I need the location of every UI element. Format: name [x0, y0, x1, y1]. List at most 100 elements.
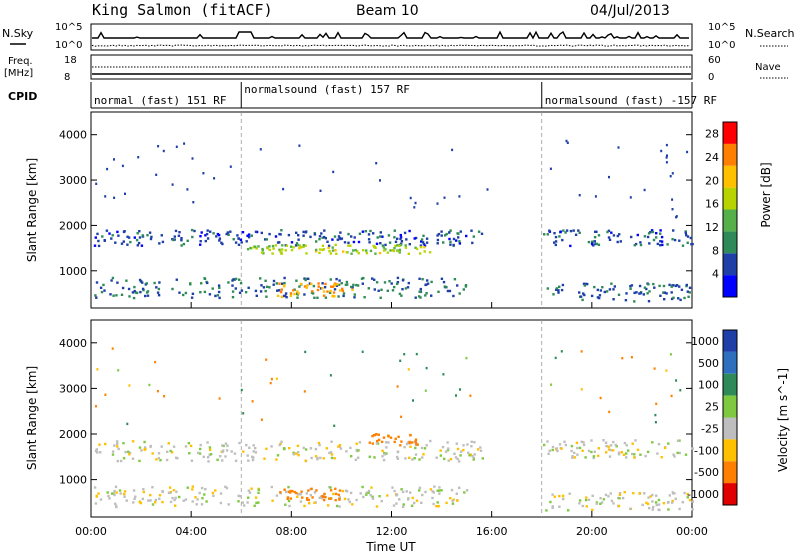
- nsearch-tick-top: 10^5: [708, 22, 735, 33]
- power-colorbar-tick: 24: [705, 151, 719, 164]
- scatter-cell: [396, 237, 399, 240]
- scatter-cell: [157, 294, 161, 297]
- scatter-cell: [237, 243, 241, 246]
- scatter-cell: [204, 234, 207, 237]
- scatter-cell: [417, 295, 421, 298]
- scatter-cell: [245, 240, 248, 243]
- scatter-cell: [376, 439, 379, 443]
- scatter-cell: [161, 240, 165, 244]
- scatter-cell: [218, 296, 221, 300]
- scatter-cell: [264, 279, 267, 282]
- scatter-cell: [150, 235, 153, 239]
- scatter-cell: [208, 446, 212, 449]
- scatter-cell: [414, 246, 417, 249]
- scatter-cell: [200, 486, 204, 490]
- scatter-cell: [400, 294, 403, 297]
- scatter-cell: [331, 285, 335, 288]
- scatter-cell: [310, 456, 313, 460]
- scatter-cell: [271, 499, 274, 502]
- scatter-cell: [314, 455, 318, 458]
- scatter-cell: [154, 498, 158, 502]
- scatter-cell: [315, 489, 318, 492]
- scatter-cell: [95, 281, 99, 284]
- scatter-cell: [608, 175, 610, 179]
- scatter-cell: [191, 500, 194, 503]
- scatter-cell: [167, 491, 171, 494]
- scatter-cell: [95, 448, 98, 451]
- scatter-cell: [425, 444, 428, 447]
- scatter-cell: [672, 492, 675, 495]
- scatter-cell: [691, 500, 695, 503]
- scatter-cell: [308, 282, 312, 285]
- scatter-cell: [435, 456, 438, 459]
- scatter-cell: [174, 496, 177, 500]
- scatter-cell: [395, 282, 399, 285]
- scatter-cell: [347, 244, 350, 247]
- scatter-cell: [172, 238, 175, 242]
- scatter-cell: [275, 458, 278, 461]
- scatter-cell: [340, 282, 343, 285]
- scatter-cell: [414, 438, 418, 441]
- scatter-cell: [131, 291, 135, 294]
- scatter-cell: [394, 437, 397, 440]
- scatter-cell: [633, 244, 636, 247]
- scatter-cell: [121, 164, 124, 168]
- scatter-cell: [631, 452, 634, 456]
- scatter-cell: [590, 294, 594, 298]
- velocity-colorbar-tick: 500: [698, 357, 719, 370]
- scatter-cell: [629, 196, 632, 199]
- scatter-cell: [293, 292, 296, 296]
- scatter-cell: [321, 248, 324, 252]
- nsky-label: N.Sky: [2, 27, 34, 40]
- scatter-cell: [651, 500, 654, 503]
- freq-tick-bottom: 8: [64, 72, 70, 83]
- scatter-cell: [322, 294, 326, 297]
- scatter-cell: [289, 294, 293, 297]
- scatter-cell: [585, 505, 588, 508]
- scatter-cell: [272, 279, 276, 283]
- scatter-cell: [449, 497, 452, 500]
- scatter-cell: [639, 241, 642, 244]
- scatter-cell: [553, 241, 556, 244]
- scatter-cell: [122, 442, 125, 445]
- scatter-cell: [317, 285, 320, 288]
- scatter-cell: [660, 240, 664, 243]
- scatter-cell: [374, 252, 377, 255]
- scatter-cell: [605, 290, 609, 293]
- scatter-cell: [221, 444, 224, 447]
- scatter-cell: [641, 503, 644, 507]
- scatter-cell: [254, 451, 258, 454]
- scatter-cell: [306, 497, 309, 500]
- scatter-cell: [218, 397, 221, 400]
- scatter-cell: [173, 235, 176, 238]
- scatter-cell: [352, 249, 355, 252]
- scatter-cell: [275, 494, 279, 497]
- scatter-cell: [457, 460, 461, 463]
- scatter-cell: [433, 485, 436, 488]
- scatter-cell: [309, 235, 312, 239]
- scatter-cell: [124, 450, 127, 454]
- scatter-cell: [318, 496, 321, 499]
- scatter-cell: [335, 284, 339, 287]
- scatter-cell: [200, 503, 204, 506]
- scatter-cell: [400, 440, 403, 443]
- scatter-cell: [316, 458, 319, 461]
- scatter-cell: [191, 292, 195, 295]
- scatter-cell: [232, 278, 235, 281]
- scatter-cell: [662, 284, 666, 288]
- scatter-cell: [648, 506, 651, 510]
- scatter-cell: [651, 508, 654, 511]
- scatter-cell: [415, 352, 418, 356]
- scatter-cell: [406, 441, 410, 444]
- scatter-cell: [386, 251, 389, 254]
- scatter-cell: [329, 278, 332, 281]
- scatter-cell: [338, 279, 341, 282]
- scatter-cell: [421, 493, 424, 497]
- scatter-cell: [467, 451, 470, 454]
- scatter-cell: [297, 451, 300, 454]
- scatter-cell: [431, 490, 434, 493]
- scatter-cell: [343, 497, 347, 501]
- scatter-cell: [163, 395, 166, 398]
- scatter-cell: [355, 448, 358, 452]
- scatter-cell: [442, 373, 445, 376]
